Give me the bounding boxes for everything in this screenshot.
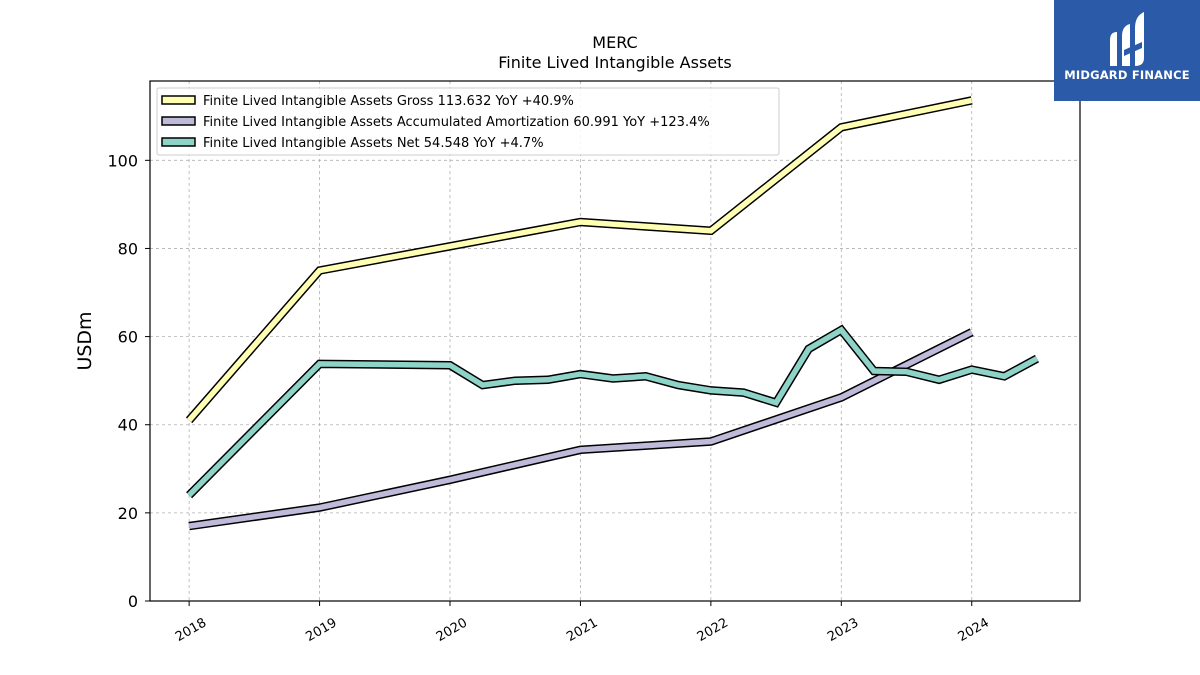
series-line-outline — [186, 324, 1040, 499]
x-tick-label: 2021 — [564, 615, 600, 645]
x-tick-label: 2024 — [956, 615, 992, 645]
legend-label: Finite Lived Intangible Assets Net 54.54… — [203, 136, 544, 151]
y-tick-label: 100 — [107, 151, 138, 170]
midgard-logo-icon — [1110, 12, 1144, 66]
brand-logo: MIDGARD FINANCE — [1054, 0, 1200, 101]
y-tick-label: 40 — [118, 416, 138, 435]
series-line — [188, 329, 973, 529]
y-tick-label: 0 — [128, 592, 138, 611]
x-tick-label: 2023 — [825, 615, 861, 645]
chart-title: Finite Lived Intangible Assets — [498, 53, 731, 72]
series-line — [187, 97, 973, 423]
chart-ticker: MERC — [592, 33, 637, 52]
y-tick-label: 80 — [118, 239, 138, 258]
series-line — [187, 326, 1039, 498]
legend-label: Finite Lived Intangible Assets Accumulat… — [203, 115, 710, 130]
y-tick-label: 20 — [118, 504, 138, 523]
x-tick-label: 2019 — [303, 615, 339, 645]
y-axis-label: USDm — [74, 311, 96, 370]
legend: Finite Lived Intangible Assets Gross 113… — [156, 87, 780, 156]
plot-area — [149, 80, 1081, 602]
brand-logo-text: MIDGARD FINANCE — [1064, 68, 1190, 82]
x-tick-label: 2018 — [173, 615, 209, 645]
legend-box — [156, 87, 780, 156]
x-tick-label: 2022 — [695, 615, 731, 645]
legend-swatch — [161, 137, 196, 147]
series-lines — [185, 96, 1040, 531]
legend-label: Finite Lived Intangible Assets Gross 113… — [203, 94, 574, 109]
x-tick-label: 2020 — [434, 615, 470, 645]
grid — [150, 81, 1080, 602]
legend-swatch — [161, 95, 196, 105]
legend-swatch — [161, 116, 196, 126]
y-tick-label: 60 — [118, 328, 138, 347]
